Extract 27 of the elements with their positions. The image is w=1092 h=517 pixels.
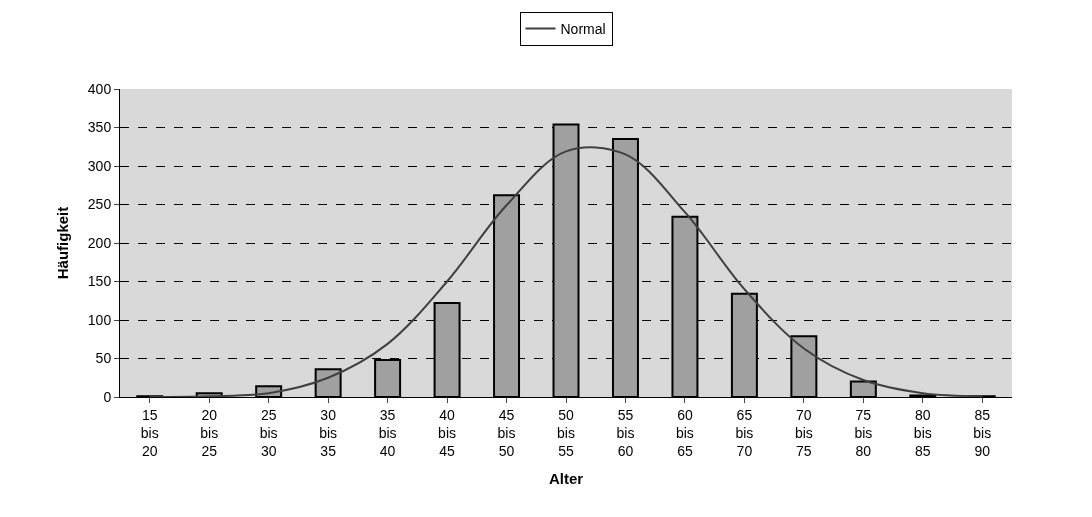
y-tick-label: 0 <box>103 388 112 405</box>
x-tick-label: 65 bis 70 <box>735 406 754 460</box>
x-tick-label: 15 bis 20 <box>140 406 159 460</box>
x-tick-label: 70 bis 75 <box>794 406 813 460</box>
y-tick-label: 400 <box>87 80 112 97</box>
x-tick-label: 40 bis 45 <box>438 406 457 460</box>
x-tick-label: 20 bis 25 <box>200 406 219 460</box>
x-tick-label: 35 bis 40 <box>378 406 397 460</box>
x-tick-label: 30 bis 35 <box>319 406 338 460</box>
x-tick-label: 55 bis 60 <box>616 406 635 460</box>
y-tick-label: 150 <box>87 273 112 290</box>
legend-label: Normal <box>560 20 606 37</box>
x-tick-label: 25 bis 30 <box>259 406 278 460</box>
y-tick-label: 100 <box>87 311 112 328</box>
x-tick-label: 60 bis 65 <box>675 406 694 460</box>
x-tick-label: 85 bis 90 <box>973 406 992 460</box>
y-tick-label: 50 <box>95 350 112 367</box>
y-tick-label: 250 <box>87 196 112 213</box>
x-tick-label: 50 bis 55 <box>557 406 575 460</box>
y-axis-title: Häufigkeit <box>54 206 72 280</box>
y-tick-label: 200 <box>87 234 112 251</box>
x-tick-label: 80 bis 85 <box>913 406 932 460</box>
x-tick-label: 75 bis 80 <box>854 406 873 460</box>
x-tick-label: 45 bis 50 <box>497 406 516 460</box>
x-axis-title: Alter <box>548 470 584 488</box>
y-tick-label: 350 <box>87 119 112 136</box>
y-tick-label: 300 <box>87 157 112 174</box>
